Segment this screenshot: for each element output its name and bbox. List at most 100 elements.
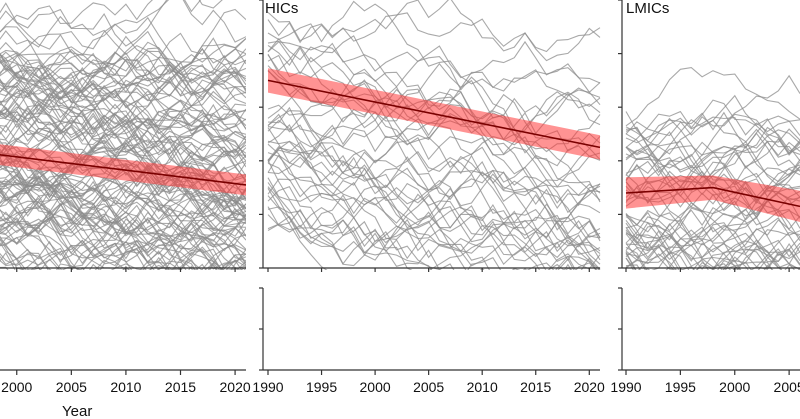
bar: [426, 327, 431, 370]
bar: [523, 326, 528, 370]
country-line: [267, 215, 597, 270]
bar: [544, 327, 549, 370]
axes-lmics: 1990 1995 2000 2005: [610, 0, 800, 395]
bar: [189, 298, 194, 370]
panel-title-hics: HICs: [265, 0, 298, 17]
country-line: [267, 152, 598, 270]
bar: [534, 326, 539, 370]
bar: [351, 329, 356, 370]
country-line: [0, 41, 246, 100]
country-line: [267, 111, 601, 188]
trend-lmics: [625, 175, 800, 222]
spaghetti-lines: [0, 0, 800, 270]
bar: [787, 336, 792, 370]
bar: [754, 336, 759, 370]
country-line: [625, 131, 800, 179]
country-line: [0, 214, 246, 254]
trend-all: [0, 144, 246, 196]
country-line: [625, 116, 800, 144]
bar: [69, 290, 74, 370]
x-tick-label: 2020: [220, 379, 251, 395]
country-line: [625, 219, 800, 270]
x-tick-label: 2005: [56, 379, 87, 395]
country-line: [0, 110, 246, 159]
country-line: [0, 79, 246, 129]
x-axis-title: Year: [62, 403, 92, 419]
country-line: [267, 182, 601, 260]
bar: [656, 343, 661, 370]
bars-layer: [0, 288, 800, 370]
x-tick-label: 1995: [665, 379, 696, 395]
country-line: [0, 16, 246, 72]
bar: [598, 362, 603, 370]
country-line: [267, 106, 601, 270]
country-line: [0, 190, 246, 257]
country-line: [0, 80, 246, 183]
country-line: [0, 207, 246, 270]
country-line: [625, 253, 752, 270]
bar: [156, 291, 161, 370]
bar: [211, 309, 216, 371]
country-line: [267, 113, 601, 209]
bar: [678, 340, 683, 370]
axes-layer: 2000 2005 2010 2015 2020 1990 1995 2000 2005 2010…: [0, 0, 800, 395]
country-line: [0, 167, 246, 227]
country-line: [267, 186, 575, 270]
bar: [555, 329, 560, 370]
country-line: [0, 43, 246, 93]
country-line: [0, 178, 246, 249]
country-line: [0, 241, 199, 270]
bar: [25, 288, 30, 370]
bar: [776, 336, 781, 370]
x-tick-label: 2005: [774, 379, 800, 395]
bar: [287, 332, 292, 371]
country-line: [267, 140, 601, 238]
bar: [646, 340, 651, 370]
country-line: [0, 196, 246, 239]
x-tick-label: 1990: [252, 379, 283, 395]
country-line: [0, 0, 246, 57]
x-tick-label: 2005: [413, 379, 444, 395]
country-line: [0, 47, 246, 111]
country-line: [625, 186, 800, 253]
bar: [167, 293, 172, 370]
country-line: [625, 217, 800, 270]
bar: [298, 332, 303, 371]
country-line: [267, 206, 597, 270]
country-line: [267, 42, 601, 203]
country-line: [0, 185, 246, 265]
country-line: [0, 73, 246, 129]
x-tick-label: 2000: [360, 379, 391, 395]
bar: [36, 288, 41, 370]
bar: [566, 334, 571, 370]
bar: [394, 328, 399, 370]
x-tick-label: 2010: [110, 379, 141, 395]
country-line: [267, 214, 601, 270]
panel-title-lmics: LMICs: [626, 0, 669, 17]
country-line: [0, 252, 218, 270]
country-line: [0, 197, 246, 253]
country-line: [0, 49, 246, 121]
bars-all: [0, 288, 248, 370]
bar: [711, 336, 716, 370]
country-line: [625, 67, 800, 127]
country-line: [267, 156, 601, 259]
bar: [244, 352, 249, 370]
trend-line: [625, 186, 800, 208]
country-line: [625, 248, 800, 270]
bar: [362, 328, 367, 370]
bar: [58, 289, 63, 370]
bar: [233, 336, 238, 370]
country-line: [267, 35, 601, 106]
trend-hics: [267, 68, 601, 160]
bar: [277, 333, 282, 370]
x-tick-label: 2010: [467, 379, 498, 395]
bar: [113, 289, 118, 370]
country-line: [267, 194, 601, 265]
bar: [587, 348, 592, 370]
country-line: [0, 235, 246, 270]
country-line: [625, 208, 800, 242]
country-line: [0, 207, 246, 258]
bar: [459, 327, 464, 371]
